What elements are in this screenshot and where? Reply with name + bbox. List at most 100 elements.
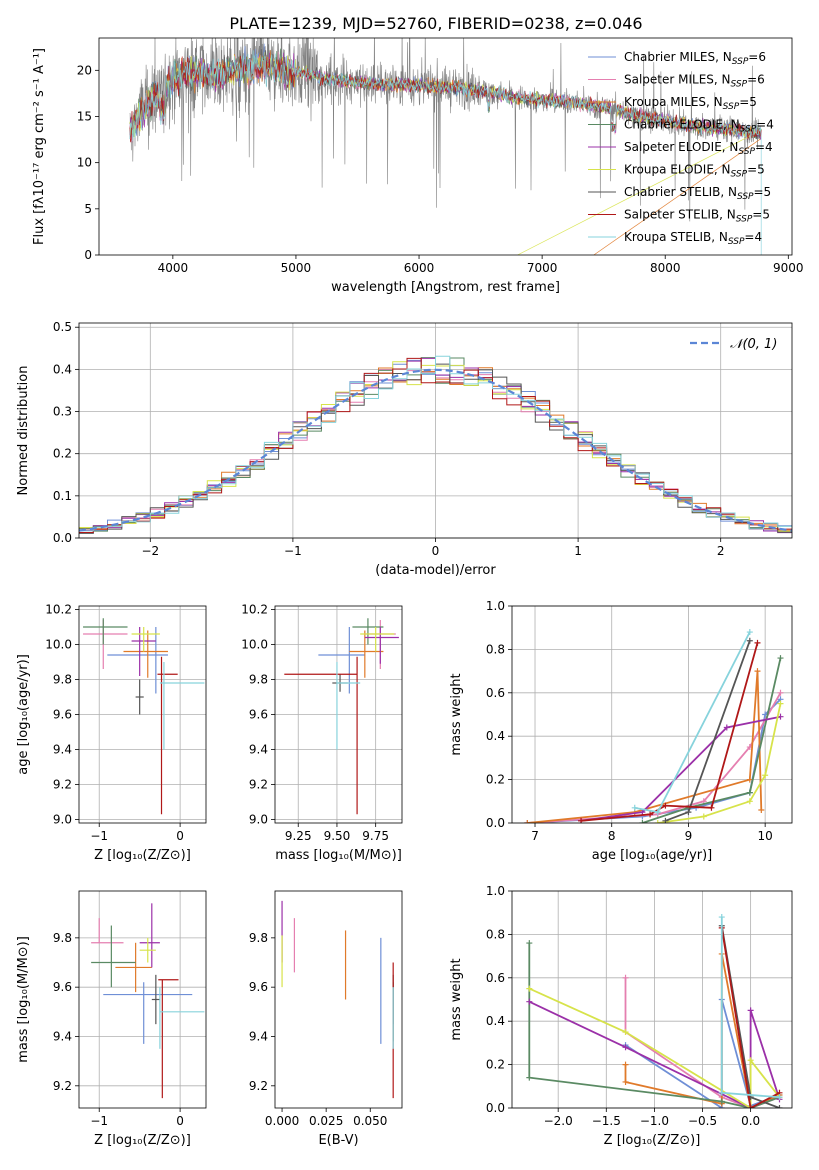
plot-area-spectrum (129, 38, 762, 255)
error-point-3 (83, 618, 128, 645)
y-tick-label: 9.8 (53, 673, 72, 687)
data-marker (524, 820, 531, 823)
data-marker (777, 655, 784, 662)
y-tick-label: 0.6 (486, 686, 505, 700)
y-tick-label: 0.4 (486, 729, 505, 743)
error-point-4 (139, 903, 160, 968)
x-axis-label: Z [log₁₀(Z/Z⊙)] (94, 848, 191, 863)
legend-entry: Salpeter ELODIE, NSSP=4 (624, 140, 773, 157)
legend-model-name: Kroupa ELODIE, N (624, 163, 731, 177)
y-tick-label: 9.6 (53, 980, 72, 994)
data-marker (526, 940, 533, 947)
model-spectrum-8 (129, 50, 762, 255)
x-axis-label: (data-model)/error (375, 563, 496, 578)
data-marker (777, 700, 784, 707)
x-tick-label: 9.75 (362, 829, 389, 843)
data-marker (723, 724, 730, 731)
legend-model-name: Salpeter ELODIE, N (624, 140, 738, 154)
x-tick-label: 9 (685, 829, 693, 843)
x-tick-label: −0.5 (688, 1114, 717, 1128)
data-marker (639, 820, 646, 823)
y-axis-label: Normed distribution (16, 366, 31, 496)
x-tick-label: 6000 (404, 261, 435, 275)
legend-nssp: =4 (756, 118, 774, 132)
legend-subscript: SSP (737, 192, 754, 202)
legend-model-name: Chabrier MILES, N (624, 50, 732, 64)
legend-model-name: Chabrier STELIB, N (624, 185, 737, 199)
legend-subscript: SSP (738, 147, 755, 157)
axes-mass-vs-ebv: 0.000 0.025 0.050 9.2 9.4 9.6 9.8 E(B-V) (249, 890, 403, 1148)
y-tick-label: 0.0 (486, 816, 505, 830)
data-marker (526, 1074, 533, 1081)
data-marker (647, 811, 654, 818)
data-marker (654, 820, 661, 823)
legend-entry: Chabrier MILES, NSSP=6 (624, 50, 766, 67)
legend-nssp: =5 (747, 163, 765, 177)
y-tick-label: 9.4 (53, 743, 72, 757)
plot-area-massweight-vs-age (524, 629, 784, 823)
x-tick-label: −1.0 (640, 1114, 669, 1128)
error-point-7 (158, 979, 179, 1099)
plot-area-age-vs-z (83, 618, 205, 815)
error-point-6 (135, 679, 144, 715)
x-tick-label: −1 (90, 1114, 108, 1128)
legend-nssp: =4 (755, 140, 773, 154)
y-tick-label: 0.2 (53, 447, 72, 461)
y-tick-label: 0.8 (486, 642, 505, 656)
legend-entry: Kroupa MILES, NSSP=5 (624, 95, 757, 112)
legend-subscript: SSP (731, 170, 748, 180)
plot-area-mass-vs-ebv (281, 900, 394, 1099)
x-tick-label: 0.0 (741, 1114, 760, 1128)
legend-entry: 𝒩(0, 1) (730, 337, 777, 352)
y-tick-label: 0.1 (53, 489, 72, 503)
y-tick-label: 0.6 (486, 971, 505, 985)
x-tick-label: −2 (141, 544, 159, 558)
data-marker (776, 1105, 783, 1108)
data-marker (746, 776, 753, 783)
y-tick-label: 0.5 (53, 320, 72, 334)
legend-entry: Chabrier ELODIE, NSSP=4 (624, 118, 774, 135)
x-tick-label: 5000 (281, 261, 312, 275)
y-tick-label: 9.6 (249, 708, 268, 722)
axes-frame (78, 890, 207, 1109)
y-tick-label: 9.8 (53, 931, 72, 945)
error-point-2 (115, 942, 152, 993)
legend-nssp: =4 (744, 230, 762, 244)
plot-area-massweight-vs-z (526, 914, 783, 1108)
data-marker (758, 806, 765, 813)
legend-model-name: Salpeter MILES, N (624, 73, 731, 87)
x-tick-label: 0 (432, 544, 440, 558)
axes-frame (78, 322, 793, 539)
axes-massweight-vs-age: 7 8 9 10 0.0 0.2 0.4 0.6 0.8 1.0 age [log₁₀(age/yr… (449, 599, 793, 863)
data-marker (746, 629, 753, 636)
mass-weight-line-4 (528, 1000, 781, 1108)
y-axis-label: mass weight (449, 958, 464, 1040)
error-point-3 (352, 618, 384, 645)
legend-entry: Salpeter STELIB, NSSP=5 (624, 208, 770, 225)
data-marker (662, 802, 669, 809)
y-tick-label: 1.0 (486, 599, 505, 613)
legend-subscript: SSP (732, 57, 749, 67)
y-tick-label: 0.2 (486, 773, 505, 787)
y-tick-label: 20 (77, 63, 92, 77)
data-marker (654, 809, 661, 816)
histogram-8 (79, 355, 792, 532)
y-tick-label: 0.4 (486, 1014, 505, 1028)
y-tick-label: 0.2 (486, 1058, 505, 1072)
mass-weight-line-6 (665, 640, 751, 822)
x-tick-label: 2 (717, 544, 725, 558)
x-tick-label: 8000 (650, 261, 681, 275)
y-tick-label: 0.0 (53, 531, 72, 545)
error-point-0 (107, 627, 168, 694)
error-point-1 (91, 918, 124, 944)
y-tick-label: 0.8 (486, 927, 505, 941)
y-tick-label: 9.4 (249, 1029, 268, 1043)
legend-subscript: SSP (723, 102, 740, 112)
x-tick-label: 4000 (158, 261, 189, 275)
axes-residuals: −2 −1 0 1 2 0.0 0.1 0.2 0.3 0.4 0.5 (data-model)/er… (16, 320, 793, 578)
axes-age-vs-mass: 9.25 9.50 9.75 9.0 9.2 9.4 9.6 9.8 10.0 10.2 mass … (241, 603, 403, 863)
error-point-6 (151, 974, 160, 1025)
y-tick-label: 0.3 (53, 405, 72, 419)
x-tick-label: −1.5 (592, 1114, 621, 1128)
y-axis-label: Flux [fλ10⁻¹⁷ erg cm⁻² s⁻¹ A⁻¹] (32, 48, 47, 245)
